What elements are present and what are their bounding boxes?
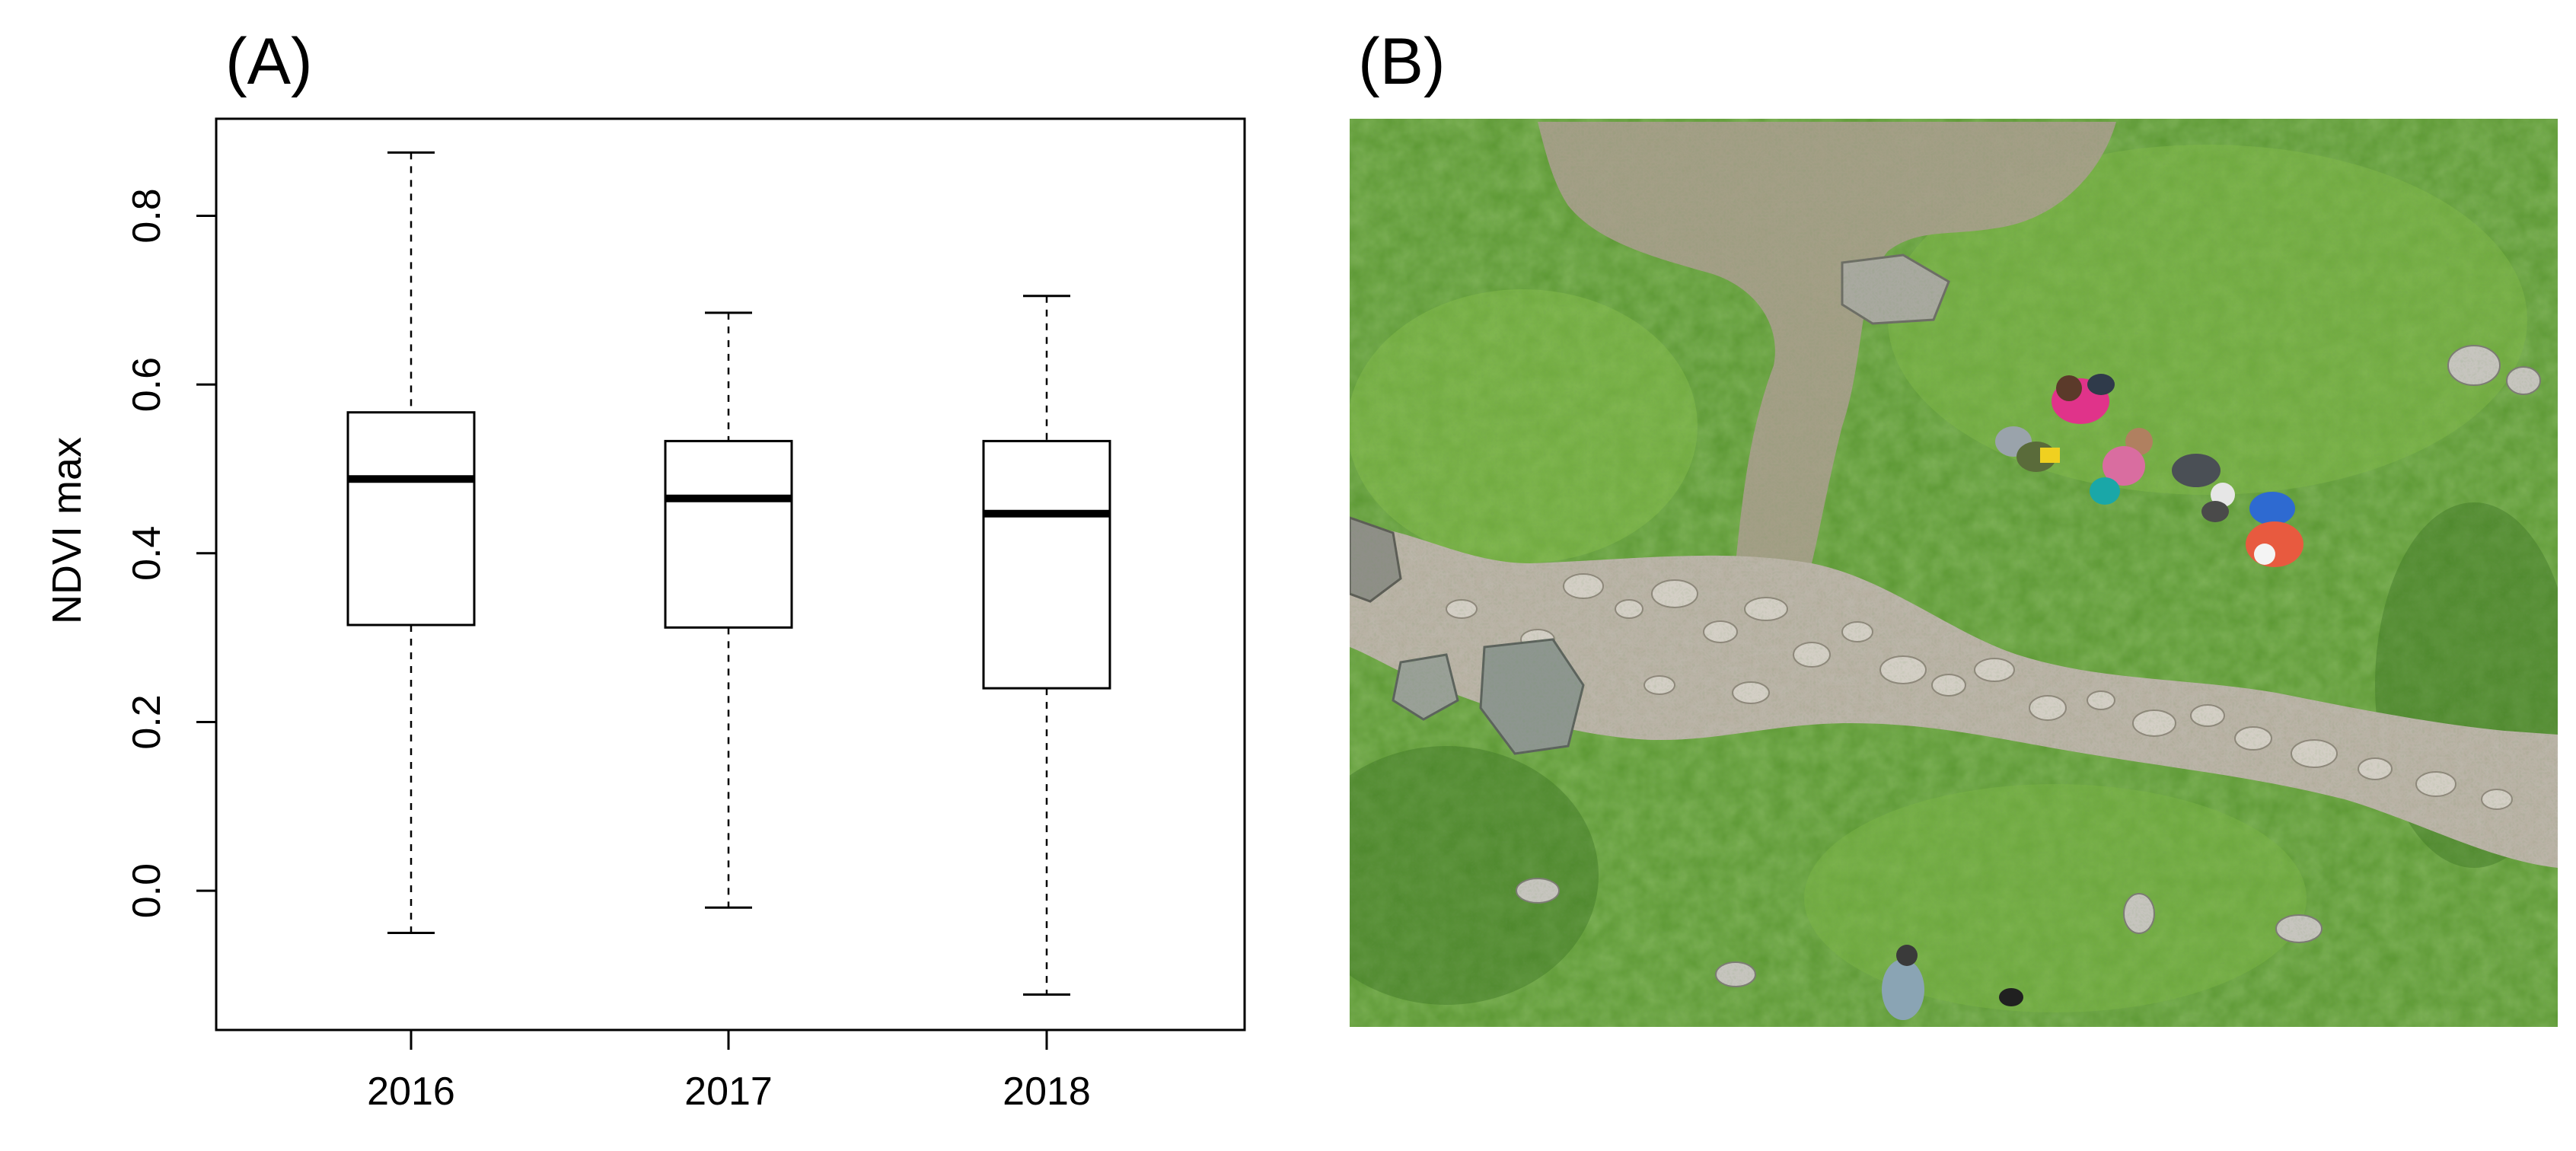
panel-a-boxplot: (A) 0.0 0.2 0.4 0.6 0.8 2016 2017 2018 NDVI ma… [44,25,1246,1114]
iqr-box [346,411,476,627]
person-bottom [1882,945,1924,1020]
x-tick-label: 2016 [367,1070,455,1114]
iqr-box [982,439,1111,690]
box-2018 [982,295,1111,996]
person-pink-jacket [2052,374,2115,424]
person-white-hat [2201,483,2235,522]
box-2016 [346,151,476,935]
person-red-jacket [2246,521,2303,567]
y-tick-label: 0.6 [125,357,169,412]
person-left-with-backpack [1995,426,2060,472]
y-axis: 0.0 0.2 0.4 0.6 0.8 [125,188,218,918]
x-axis: 2016 2017 2018 [367,1028,1091,1114]
backpacks [2172,454,2295,525]
x-tick-label: 2018 [1003,1070,1091,1114]
x-tick-label: 2017 [684,1070,773,1114]
people-group [1882,374,2303,1020]
dark-bag [1999,988,2023,1006]
boxes [346,151,1111,996]
iqr-box [664,439,793,629]
aerial-photo [1350,119,2558,1027]
person-center-teal [2090,428,2153,505]
y-tick-label: 0.8 [125,188,169,243]
y-tick-label: 0.4 [125,526,169,581]
box-2017 [664,311,793,909]
y-axis-title: NDVI max [44,437,90,624]
y-tick-label: 0.2 [125,694,169,749]
panel-b-label: (B) [1358,25,1446,98]
y-tick-label: 0.0 [125,863,169,918]
panel-b-photo: (B) [1350,25,2558,1027]
grass-fine-texture [1350,119,2558,1027]
panel-a-label: (A) [225,25,313,98]
